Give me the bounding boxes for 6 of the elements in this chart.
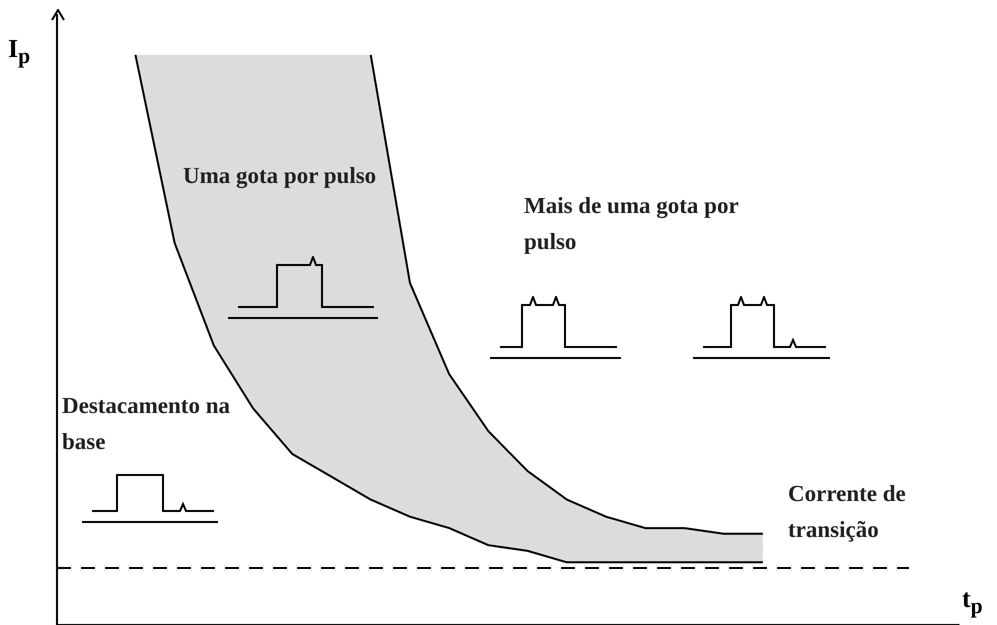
x-axis-title: t$_{p}$	[962, 584, 983, 620]
ref-line-label: Corrente de transição	[788, 480, 907, 544]
y-axis-title: I$_{p}$	[8, 34, 30, 70]
annotation: Uma gota por pulso	[183, 162, 378, 190]
annotation: Mais de uma gota por pulso	[524, 192, 740, 256]
annotation: Destacamento na base	[62, 392, 231, 456]
